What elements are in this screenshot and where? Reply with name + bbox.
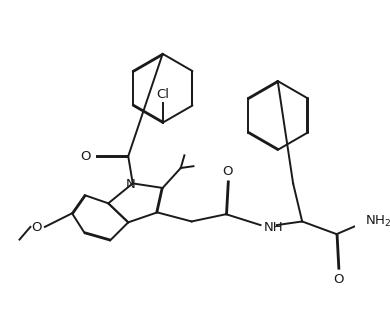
Text: O: O [81,150,91,163]
Text: N: N [126,178,136,191]
Text: O: O [333,273,344,286]
Text: NH$_2$: NH$_2$ [365,214,390,229]
Text: Cl: Cl [156,88,169,101]
Text: NH: NH [264,221,284,234]
Text: O: O [31,221,41,234]
Text: O: O [223,165,233,178]
